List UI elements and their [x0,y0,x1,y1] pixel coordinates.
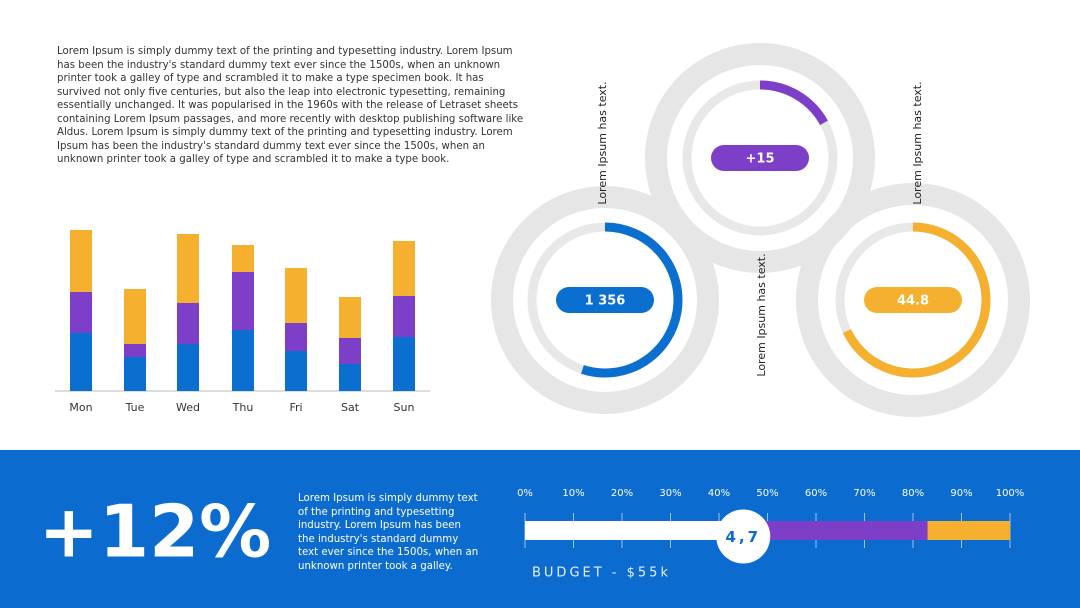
bar-segment [70,333,92,391]
x-tick-label: Fri [289,401,302,414]
gauge-caption: Lorem Ipsum has text. [755,253,768,376]
bar-segment [177,234,199,303]
gauge-arc [759,80,828,126]
x-tick-label: 20% [611,488,633,499]
x-tick-label: 0% [517,488,533,499]
x-tick-label: Mon [69,401,92,414]
bar-segment [232,272,254,330]
intro-text: Lorem Ipsum is simply dummy text of the … [57,46,524,165]
gauge-label: +15 [746,152,775,167]
bar-segment [393,296,415,337]
bar-segment [339,297,361,338]
bar-segment [285,351,307,391]
bar-segment [124,344,146,357]
bar-segment [177,344,199,391]
x-tick-label: 30% [659,488,681,499]
bar-segment [177,303,199,344]
progress-caption: BUDGET - $55k [532,566,671,581]
x-tick-label: Sat [341,401,360,414]
x-tick-label: 70% [853,488,875,499]
bar-segment [393,241,415,296]
x-tick-label: 60% [805,488,827,499]
bar-segment [285,268,307,323]
bar-segment [339,338,361,364]
gauge-pill [711,145,809,171]
deco-ring [491,186,719,414]
gauge-pill [556,287,654,313]
bar-segment [124,357,146,391]
x-tick-label: 90% [950,488,972,499]
progress-segment [743,521,928,540]
bar-segment [232,330,254,391]
x-tick-label: 10% [562,488,584,499]
bar-segment [232,245,254,272]
bar-segment [393,337,415,391]
bar-segment [124,289,146,344]
progress-marker [716,509,771,564]
gauge-label: 1 356 [585,294,626,309]
x-tick-label: 40% [708,488,730,499]
marker-label: 4,7 [725,528,761,546]
x-tick-label: 50% [756,488,778,499]
highlight-text: Lorem Ipsum is simply dummy text of the … [298,493,479,572]
bar-segment [285,323,307,351]
big-stat: +12% [39,490,272,574]
bar-segment [70,230,92,292]
x-tick-label: Tue [125,401,145,414]
x-tick-label: 100% [996,488,1025,499]
x-tick-label: Sun [394,401,415,414]
gauge-caption: Lorem Ipsum has text. [596,81,609,204]
gauge-arc [842,222,991,378]
x-tick-label: Thu [232,401,254,414]
gauge-arc [581,222,683,378]
x-tick-label: 80% [902,488,924,499]
gauge-label: 44.8 [897,294,929,309]
deco-ring [645,43,875,273]
bar-segment [70,292,92,333]
gauge-caption: Lorem Ipsum has text. [911,81,924,204]
x-tick-label: Wed [176,401,200,414]
progress-segment [525,521,744,540]
deco-ring [796,183,1030,417]
gauge-pill [864,287,962,313]
bar-segment [339,364,361,391]
progress-segment [927,521,1010,540]
